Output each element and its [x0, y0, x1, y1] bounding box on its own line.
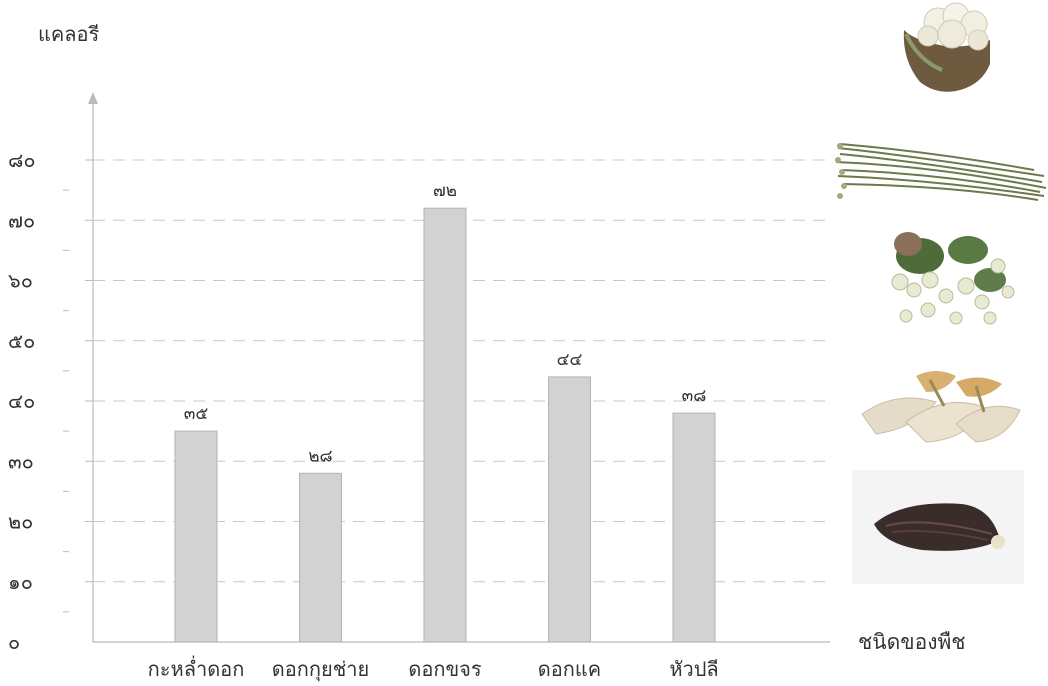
- y-tick-label: ๘๐: [8, 148, 36, 172]
- x-axis-title: ชนิดของพืช: [858, 630, 966, 654]
- category-label: ดอกขจร: [408, 657, 482, 681]
- y-tick-label: ๖๐: [8, 269, 33, 293]
- category-label: หัวปลี: [669, 657, 718, 681]
- garlic-chive-image: [835, 143, 1047, 201]
- y-tick-label: ๐: [8, 630, 20, 654]
- bars: [174, 207, 716, 643]
- y-tick-label: ๒๐: [8, 510, 33, 534]
- bar: [672, 412, 716, 643]
- y-tick-label: ๗๐: [8, 208, 35, 232]
- y-axis-arrow: [88, 92, 98, 104]
- data-label: ๓๕: [184, 404, 209, 424]
- y-axis-title: แคลอรี: [38, 22, 100, 46]
- banana-blossom-image: [852, 470, 1024, 584]
- category-label: กะหล่ำดอก: [148, 655, 245, 681]
- cauliflower-image: [903, 2, 990, 92]
- y-tick-label: ๕๐: [8, 329, 35, 353]
- data-label: ๓๘: [682, 386, 707, 406]
- category-label: ดอกกุยช่าย: [272, 657, 369, 682]
- bar: [174, 430, 218, 643]
- data-label: ๗๒: [433, 181, 457, 201]
- cowslip-creeper-image: [891, 232, 1015, 325]
- y-tick-label: ๔๐: [8, 389, 35, 413]
- data-label: ๒๘: [308, 446, 332, 466]
- category-labels: กะหล่ำดอก ดอกกุยช่าย ดอกขจร ดอกแค หัวปลี: [148, 655, 719, 682]
- bar: [299, 472, 342, 643]
- y-tick-label: ๑๐: [8, 570, 33, 594]
- bar: [548, 376, 591, 643]
- y-ticks: ๐ ๑๐ ๒๐ ๓๐ ๔๐ ๕๐ ๖๐ ๗๐ ๘๐: [8, 148, 93, 654]
- category-label: ดอกแค: [538, 657, 601, 681]
- bar: [423, 207, 467, 643]
- sesbania-flower-image: [861, 371, 1021, 443]
- y-tick-label: ๓๐: [8, 449, 34, 473]
- data-label: ๔๔: [557, 350, 583, 370]
